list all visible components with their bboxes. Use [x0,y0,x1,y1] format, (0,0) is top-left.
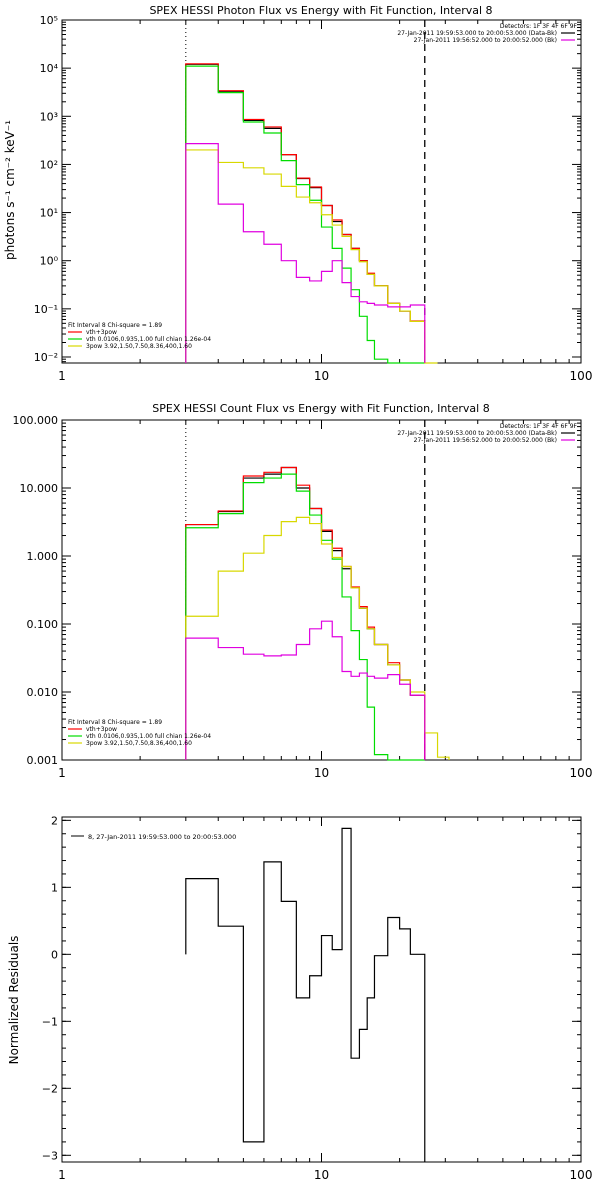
residuals-y-tick-label: −2 [42,1082,58,1095]
count-flux-title: SPEX HESSI Count Flux vs Energy with Fit… [152,402,489,415]
photon-flux-green-histogram [185,65,425,364]
photon-flux-y-tick-label: 10⁰ [40,255,59,268]
count-flux-x-tick-label: 1 [58,766,66,780]
residuals-black-histogram [185,827,426,1162]
photon-flux-y-ticks: 10⁻² 10⁻¹ 10⁰ 10¹ 10² 10³ 10⁴ 10⁵ [34,14,581,364]
photon-flux-header-line: Detectors: 1F 3F 4F 6F 9F [500,23,578,30]
photon-flux-series [185,63,438,364]
residuals-series [185,827,426,1162]
count-flux-x-tick-label: 10 [314,766,329,780]
photon-flux-y-tick-label: 10⁴ [40,62,59,75]
count-flux-y-tick-label: 0.100 [27,618,59,631]
count-flux-fit-legend: Fit Interval 8 Chi-square = 1.89vth+3pow… [68,719,211,747]
count-flux-fit-line: vth 0.0106,0.935,1.00 full chian 1.26e-0… [86,733,211,740]
photon-flux-title: SPEX HESSI Photon Flux vs Energy with Fi… [149,4,492,17]
count-flux-x-ticks: 1 10 100 [58,420,592,780]
count-flux-y-tick-label: 100.000 [13,414,59,427]
photon-flux-header-line: 27-Jan-2011 19:59:53.000 to 20:00:53.000… [397,30,557,37]
photon-flux-fit-line: vth+3pow [86,329,117,336]
count-flux-magenta-histogram [185,620,426,760]
residuals-y-tick-label: −3 [42,1149,58,1162]
residuals-panel: −3 −2 −1 0 1 2 1 10 100 8, 27-Jan-2011 19:59:53… [7,814,592,1182]
photon-flux-y-tick-label: 10⁻¹ [34,303,58,316]
count-flux-y-tick-label: 1.000 [27,550,59,563]
count-flux-red-histogram [185,466,426,760]
photon-flux-yellow-histogram [185,149,438,364]
count-flux-y-tick-label: 0.001 [27,754,59,767]
residuals-y-ticks: −3 −2 −1 0 1 2 [42,814,581,1162]
photon-flux-fit-line: 3pow 3.92,1.50,7.50,8.36,400,1.60 [86,343,192,350]
count-flux-header-line: Detectors: 1F 3F 4F 6F 9F [500,423,578,430]
residuals-x-ticks: 1 10 100 [58,817,592,1182]
photon-flux-y-tick-label: 10² [40,158,58,171]
residuals-x-tick-label: 100 [570,1168,593,1182]
photon-flux-panel: SPEX HESSI Photon Flux vs Energy with Fi… [3,4,592,383]
residuals-y-tick-label: −1 [42,1015,58,1028]
photon-flux-magenta-histogram [185,143,426,363]
count-flux-y-tick-label: 0.010 [27,686,59,699]
residuals-x-tick-label: 1 [58,1168,66,1182]
photon-flux-fit-line: vth 0.0106,0.935,1.00 full chian 1.26e-0… [86,336,211,343]
photon-flux-header-line: 27-Jan-2011 19:56:52.000 to 20:00:52.000… [414,37,557,44]
photon-flux-fit-line: Fit Interval 8 Chi-square = 1.89 [68,322,162,329]
residuals-x-tick-label: 10 [314,1168,329,1182]
count-flux-green-histogram [185,473,425,761]
photon-flux-y-tick-label: 10⁵ [40,14,58,27]
count-flux-range-markers [185,420,426,760]
count-flux-panel: SPEX HESSI Count Flux vs Energy with Fit… [13,402,593,780]
residuals-legend-text: 8, 27-Jan-2011 19:59:53.000 to 20:00:53.… [88,833,236,841]
residuals-legend: 8, 27-Jan-2011 19:59:53.000 to 20:00:53.… [71,833,236,841]
count-flux-y-tick-label: 10.000 [20,482,59,495]
count-flux-fit-line: vth+3pow [86,726,117,733]
photon-flux-range-markers [185,20,426,363]
photon-flux-x-tick-label: 10 [314,369,329,383]
photon-flux-y-tick-label: 10³ [40,110,58,123]
count-flux-x-tick-label: 100 [570,766,593,780]
residuals-y-tick-label: 0 [51,948,58,961]
residuals-y-tick-label: 2 [51,814,58,827]
residuals-y-axis-label: Normalized Residuals [7,936,21,1065]
photon-flux-y-tick-label: 10¹ [40,207,58,220]
count-flux-series [185,466,450,761]
residuals-y-tick-label: 1 [51,881,58,894]
count-flux-y-ticks: 0.001 0.010 0.100 1.000 10.000 100.000 [13,414,581,767]
photon-flux-y-axis-label: photons s⁻¹ cm⁻² keV⁻¹ [3,120,17,260]
count-flux-header-line: 27-Jan-2011 19:59:53.000 to 20:00:53.000… [397,430,557,437]
count-flux-fit-line: 3pow 3.92,1.50,7.50,8.36,400,1.60 [86,740,192,747]
count-flux-header-line: 27-Jan-2011 19:56:52.000 to 20:00:52.000… [414,437,557,444]
photon-flux-x-tick-label: 100 [570,369,593,383]
photon-flux-fit-legend: Fit Interval 8 Chi-square = 1.89vth+3pow… [68,322,211,350]
count-flux-fit-line: Fit Interval 8 Chi-square = 1.89 [68,719,162,726]
photon-flux-x-ticks: 1 10 100 [58,20,592,383]
photon-flux-x-tick-label: 1 [58,369,66,383]
photon-flux-y-tick-label: 10⁻² [34,351,58,364]
